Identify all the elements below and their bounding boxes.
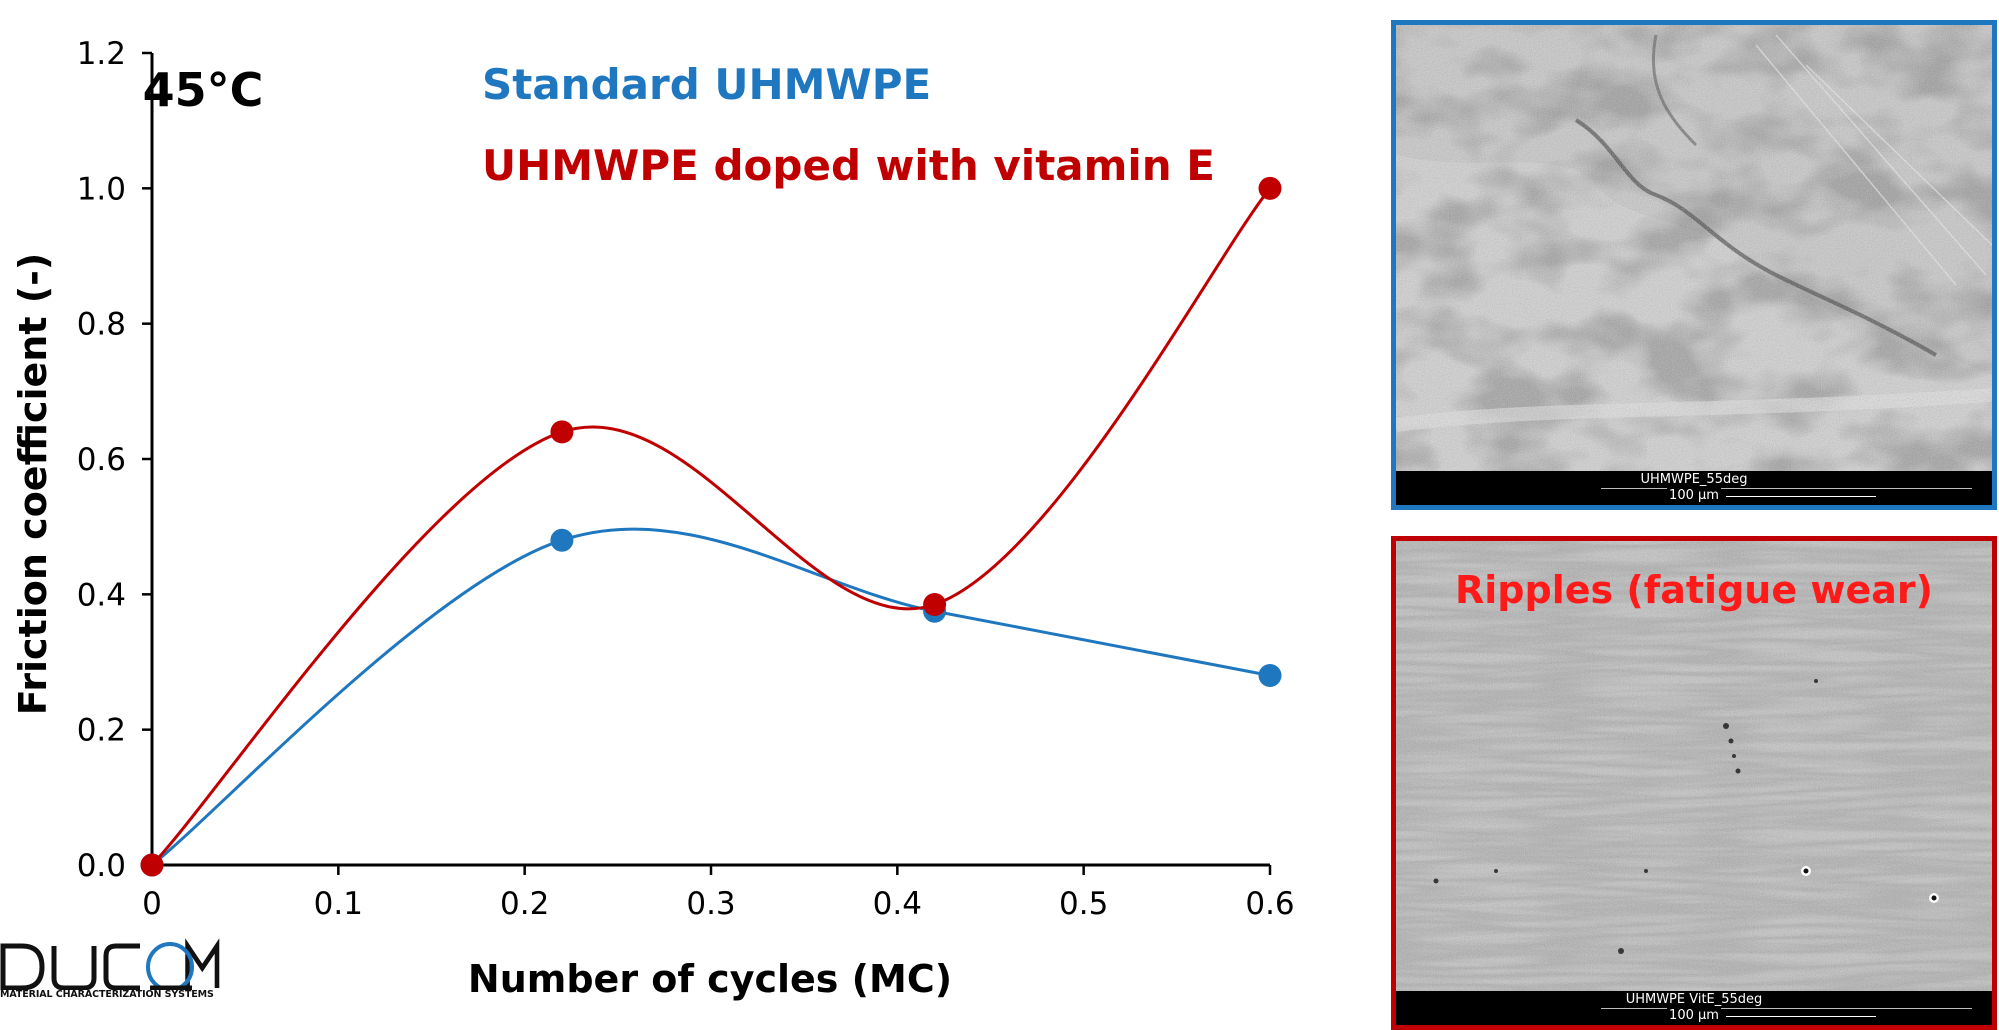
- scale-label: 100 µm: [1667, 488, 1721, 503]
- x-tick-label: 0.1: [314, 886, 363, 922]
- data-point: [140, 853, 164, 877]
- micrograph-caption: Ripples (fatigue wear): [1455, 568, 1933, 612]
- x-tick-label: 0.3: [686, 886, 735, 922]
- data-point: [550, 420, 574, 444]
- scale-bar: UHMWPE_55deg 100 µm: [1396, 471, 1992, 505]
- series-line: [151, 527, 1271, 867]
- sem-surface-image: [1396, 541, 1992, 1025]
- y-tick-label: 1.0: [77, 171, 126, 207]
- x-axis-title: Number of cycles (MC): [468, 957, 952, 1001]
- series-0: [140, 527, 1282, 877]
- x-tick-label: 0.2: [500, 886, 549, 922]
- data-point: [1258, 664, 1282, 688]
- y-tick-label: 0.6: [77, 442, 126, 478]
- series-label-vitamin-e: UHMWPE doped with vitamin E: [482, 141, 1215, 190]
- y-axis-ticks: 0.0 0.2 0.4 0.6 0.8 1.0 1.2: [77, 36, 152, 884]
- x-axis-ticks: 0 0.1 0.2 0.3 0.4 0.5 0.6: [142, 865, 1295, 922]
- ducom-logo-mark: [0, 938, 220, 990]
- y-axis-title: Friction coefficient (-): [11, 253, 55, 715]
- x-tick-label: 0.5: [1059, 886, 1108, 922]
- scale-label: 100 µm: [1667, 1008, 1721, 1023]
- y-tick-label: 0.2: [77, 713, 126, 749]
- sample-label: UHMWPE VitE_55deg: [1625, 992, 1763, 1007]
- micrograph-standard: UHMWPE_55deg 100 µm: [1391, 20, 1997, 510]
- y-tick-label: 0.4: [77, 577, 126, 613]
- micrograph-vitamin-e: Ripples (fatigue wear) UHMWPE VitE_55deg…: [1391, 536, 1997, 1030]
- x-tick-label: 0.6: [1245, 886, 1294, 922]
- x-tick-label: 0: [142, 886, 162, 922]
- ducom-logo: MATERIAL CHARACTERIZATION SYSTEMS: [0, 938, 240, 1006]
- series-label-standard: Standard UHMWPE: [482, 60, 931, 109]
- logo-tagline: MATERIAL CHARACTERIZATION SYSTEMS: [0, 989, 214, 1000]
- data-point: [550, 528, 574, 552]
- chart-series: [140, 176, 1282, 877]
- data-point: [1258, 176, 1282, 200]
- series-1: [140, 176, 1282, 877]
- y-tick-label: 0.0: [77, 848, 126, 884]
- sem-surface-image: [1396, 25, 1992, 505]
- sample-label: UHMWPE_55deg: [1640, 472, 1748, 487]
- x-tick-label: 0.4: [873, 886, 922, 922]
- y-tick-label: 1.2: [77, 36, 126, 72]
- series-line: [150, 187, 1272, 867]
- data-point: [923, 592, 947, 616]
- scale-bar: UHMWPE VitE_55deg 100 µm: [1396, 991, 1992, 1025]
- temperature-annotation: 45°C: [143, 63, 264, 117]
- y-tick-label: 0.8: [77, 307, 126, 343]
